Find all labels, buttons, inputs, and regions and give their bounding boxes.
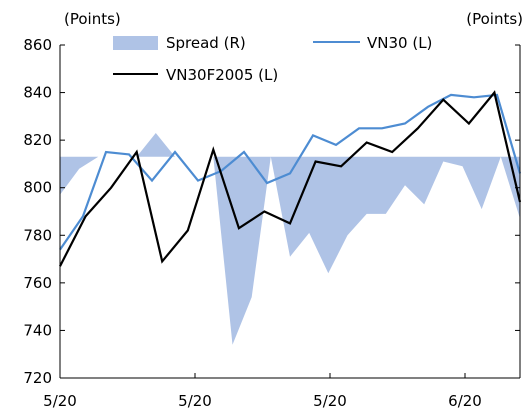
y-tick-label: 840 — [23, 84, 52, 102]
y-tick-label: 740 — [23, 321, 52, 339]
left-axis-unit: (Points) — [64, 10, 121, 28]
x-tick-label: 6/20 — [448, 392, 482, 410]
y-tick-label: 720 — [23, 369, 52, 387]
x-tick-label: 5/20 — [313, 392, 347, 410]
y-tick-label: 760 — [23, 274, 52, 292]
y-tick-label: 780 — [23, 226, 52, 244]
x-tick-label: 5/20 — [178, 392, 212, 410]
vn30f2005-line — [59, 90, 522, 267]
legend: Spread (R) VN30 (L) VN30F2005 (L) — [113, 34, 432, 84]
x-tick-label: 5/20 — [43, 392, 77, 410]
axes-layer: 720 740 760 780 800 820 840 860 5/20 5/20 5/20 6/2… — [23, 36, 521, 410]
y-ticks-left: 720 740 760 780 800 820 840 860 — [23, 36, 65, 387]
y-ticks-right — [515, 44, 520, 379]
legend-label-vn30: VN30 (L) — [367, 34, 432, 52]
legend-label-vn30f2005: VN30F2005 (L) — [166, 66, 278, 84]
y-tick-label: 860 — [23, 36, 52, 54]
legend-swatch-spread — [113, 36, 158, 50]
y-tick-label: 800 — [23, 179, 52, 197]
legend-label-spread: Spread (R) — [166, 34, 246, 52]
lines-layer — [59, 90, 522, 267]
spread-area — [60, 133, 520, 345]
x-ticks: 5/20 5/20 5/20 6/20 — [43, 373, 482, 410]
spread-area-layer — [60, 133, 520, 345]
right-axis-unit: (Points) — [466, 10, 523, 28]
y-tick-label: 820 — [23, 131, 52, 149]
